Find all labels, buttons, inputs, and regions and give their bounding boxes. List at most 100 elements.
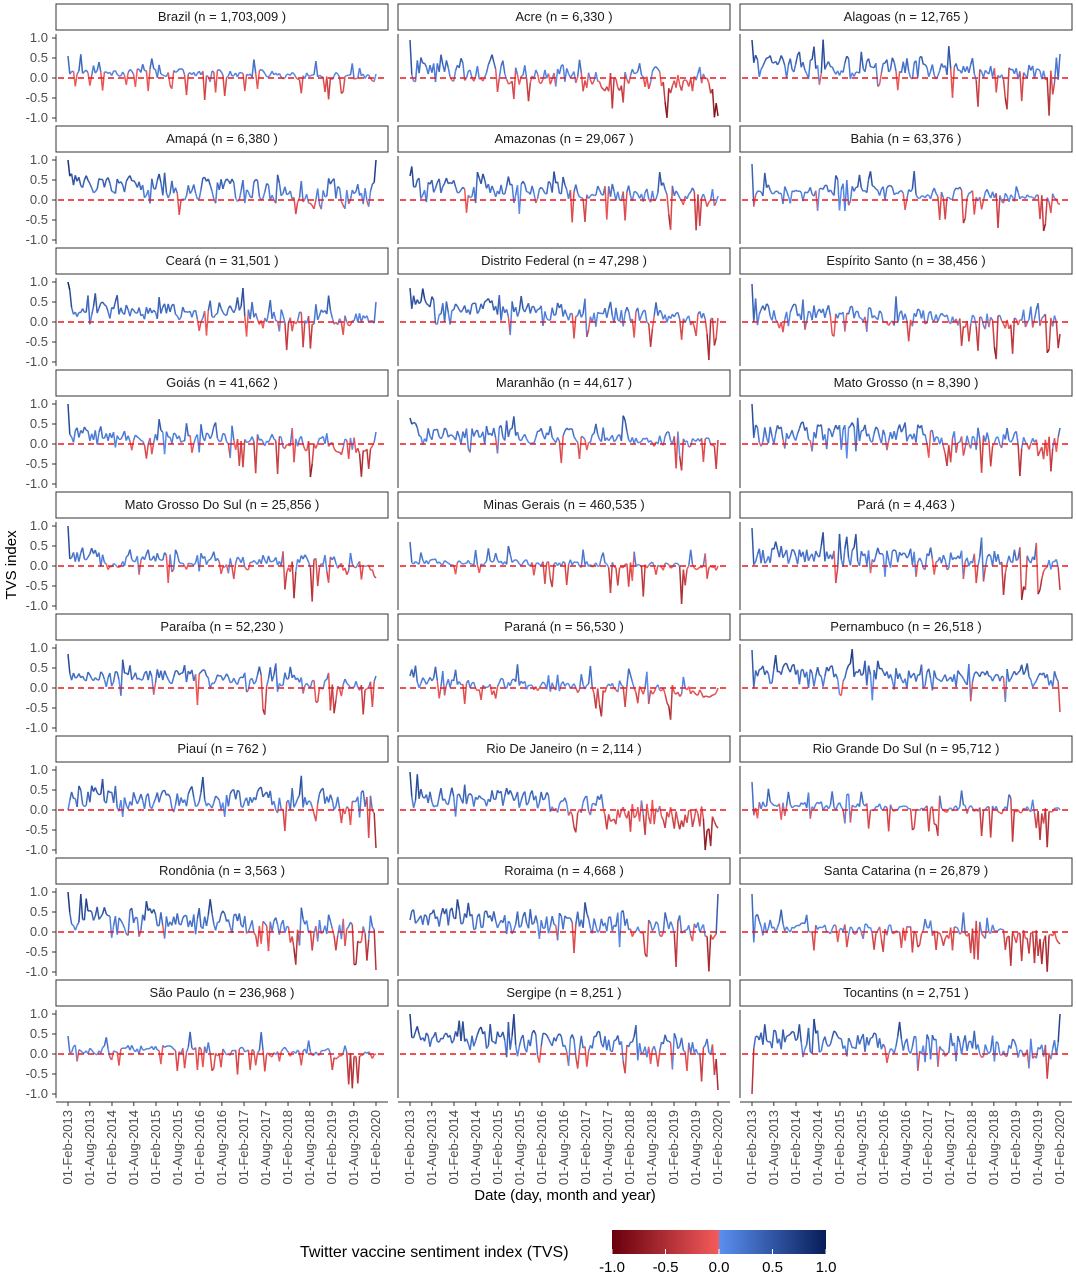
facet-strip: [739, 735, 1073, 763]
series-segment: [591, 918, 595, 934]
series-segment: [167, 554, 171, 584]
series-segment: [633, 815, 637, 819]
series-segment: [110, 1050, 115, 1061]
series-segment: [211, 316, 215, 319]
series-segment: [437, 1040, 440, 1043]
series-segment: [649, 923, 654, 931]
series-segment: [860, 791, 864, 804]
series-segment: [438, 915, 442, 927]
series-segment: [140, 793, 144, 801]
series-segment: [553, 923, 557, 927]
series-segment: [591, 193, 595, 197]
series-segment: [67, 525, 71, 560]
series-segment: [780, 909, 784, 924]
facet-label: São Paulo (n = 236,968 ): [150, 985, 295, 1000]
series-segment: [214, 922, 219, 931]
series-segment: [835, 175, 839, 180]
series-segment: [1006, 319, 1010, 329]
series-segment: [577, 561, 581, 567]
facet-strip: [397, 735, 731, 763]
series-segment: [305, 193, 310, 204]
series-segment: [653, 66, 657, 69]
x-tick-label: 01-Feb-2016: [876, 1110, 891, 1184]
series-segment: [853, 186, 857, 192]
series-segment: [751, 1048, 755, 1095]
series-segment: [811, 1018, 815, 1054]
series-segment: [642, 564, 646, 597]
series-segment: [131, 1045, 135, 1050]
series-segment: [873, 555, 877, 563]
series-segment: [1017, 809, 1021, 814]
series-segment: [787, 434, 791, 440]
series-segment: [1026, 64, 1030, 78]
series-segment: [884, 805, 888, 808]
series-segment: [524, 184, 528, 192]
series-segment: [132, 917, 137, 924]
series-segment: [847, 200, 852, 206]
series-segment: [536, 687, 541, 692]
series-segment: [67, 55, 71, 75]
series-segment: [413, 421, 416, 424]
series-segment: [242, 556, 246, 568]
series-segment: [957, 806, 961, 811]
series-segment: [637, 307, 641, 321]
series-segment: [445, 177, 450, 185]
series-segment: [509, 790, 513, 796]
series-segment: [436, 561, 440, 564]
series-segment: [751, 893, 755, 943]
series-segment: [782, 186, 786, 204]
series-segment: [357, 447, 361, 455]
series-segment: [995, 315, 999, 360]
series-segment: [300, 1050, 304, 1066]
series-segment: [267, 74, 271, 78]
series-segment: [154, 669, 159, 683]
series-segment: [545, 916, 550, 934]
series-segment: [624, 420, 628, 432]
series-segment: [185, 915, 190, 928]
series-segment: [1044, 566, 1048, 570]
facet-panel: Mato Grosso (n = 8,390 ): [739, 369, 1073, 488]
series-segment: [920, 664, 925, 689]
series-segment: [331, 1057, 335, 1071]
series-segment: [619, 566, 622, 569]
series-segment: [507, 545, 511, 555]
series-segment: [176, 193, 180, 215]
y-tick-label: -0.5: [26, 1066, 48, 1081]
series-segment: [875, 660, 879, 680]
series-segment: [849, 805, 853, 823]
series-segment: [222, 1048, 226, 1053]
series-segment: [791, 805, 795, 809]
series-segment: [589, 434, 593, 443]
series-segment: [635, 437, 639, 443]
series-segment: [666, 88, 670, 118]
series-segment: [271, 674, 275, 682]
series-segment: [193, 562, 197, 566]
series-segment: [586, 442, 590, 451]
series-segment: [549, 307, 553, 321]
series-segment: [236, 1049, 241, 1075]
series-segment: [898, 1021, 903, 1039]
series-segment: [411, 796, 415, 808]
series-segment: [513, 797, 517, 802]
series-segment: [764, 1024, 768, 1041]
series-segment: [913, 1035, 917, 1038]
series-segment: [897, 552, 901, 563]
series-segment: [955, 670, 959, 688]
series-segment: [445, 60, 450, 68]
series-segment: [575, 439, 579, 443]
series-segment: [800, 1041, 804, 1058]
series-segment: [589, 665, 593, 688]
series-segment: [214, 1052, 219, 1057]
series-segment: [443, 684, 448, 696]
series-segment: [842, 677, 846, 682]
series-segment: [535, 430, 539, 438]
series-segment: [598, 557, 603, 567]
series-segment: [606, 814, 610, 830]
series-segment: [485, 64, 490, 73]
series-segment: [904, 313, 908, 321]
x-tick-label: 01-Feb-2018: [964, 1110, 979, 1184]
series-segment: [242, 439, 246, 468]
series-segment: [1030, 1038, 1034, 1059]
series-segment: [271, 920, 275, 932]
series-segment: [351, 63, 355, 80]
